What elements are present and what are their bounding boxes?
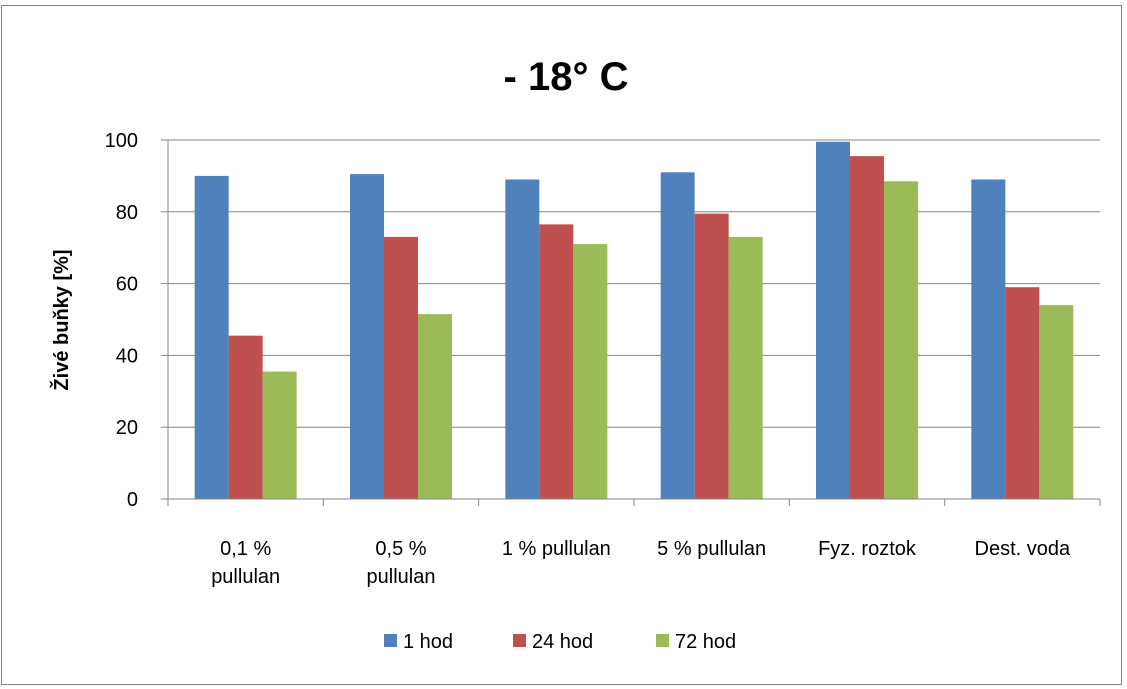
legend-label: 1 hod (403, 631, 453, 653)
y-tick-label: 20 (116, 417, 138, 439)
bar-72-hod-3 (573, 244, 607, 499)
y-ticks: 0 20 40 60 80 100 (105, 130, 168, 511)
bar-1-hod-3 (505, 179, 539, 499)
bar-1-hod-1 (195, 176, 229, 499)
x-tick-label: 0,5 % (375, 538, 426, 560)
x-tick-label: Dest. voda (975, 538, 1071, 560)
y-tick-label: 100 (105, 130, 138, 152)
bar-24-hod-2 (384, 237, 418, 499)
bar-72-hod-6 (1039, 305, 1073, 499)
y-tick-label: 40 (116, 345, 138, 367)
bar-1-hod-2 (350, 174, 384, 499)
legend-swatch-1-hod (384, 634, 397, 647)
chart-title: - 18° C (504, 55, 629, 99)
legend-label: 72 hod (675, 631, 736, 653)
gridlines (168, 140, 1100, 427)
legend-swatch-72-hod (656, 634, 669, 647)
bars (195, 142, 1074, 499)
x-tick-label: pullulan (367, 566, 436, 588)
legend-swatch-24-hod (513, 634, 526, 647)
y-tick-label: 0 (127, 489, 138, 511)
bar-24-hod-1 (229, 336, 263, 499)
legend: 1 hod 24 hod 72 hod (384, 631, 736, 653)
x-tick-label: 1 % pullulan (502, 538, 611, 560)
axes (168, 140, 1100, 499)
y-axis-label: Živé buňky [%] (49, 249, 73, 390)
x-tick-label: 5 % pullulan (657, 538, 766, 560)
bar-24-hod-5 (850, 156, 884, 499)
x-ticks: 0,1 % pullulan 0,5 % pullulan 1 % pullulan 5 … (168, 499, 1100, 588)
bar-72-hod-4 (729, 237, 763, 499)
bar-24-hod-6 (1005, 287, 1039, 499)
bar-72-hod-2 (418, 314, 452, 499)
bar-72-hod-5 (884, 181, 918, 499)
bar-72-hod-1 (263, 372, 297, 499)
bar-1-hod-4 (661, 172, 695, 499)
y-tick-label: 80 (116, 202, 138, 224)
x-tick-label: Fyz. roztok (818, 538, 917, 560)
bar-24-hod-4 (695, 214, 729, 499)
bar-24-hod-3 (539, 224, 573, 499)
legend-label: 24 hod (532, 631, 593, 653)
x-tick-label: 0,1 % (220, 538, 271, 560)
y-tick-label: 60 (116, 274, 138, 296)
bar-1-hod-5 (816, 142, 850, 499)
bar-1-hod-6 (971, 179, 1005, 499)
x-tick-label: pullulan (211, 566, 280, 588)
